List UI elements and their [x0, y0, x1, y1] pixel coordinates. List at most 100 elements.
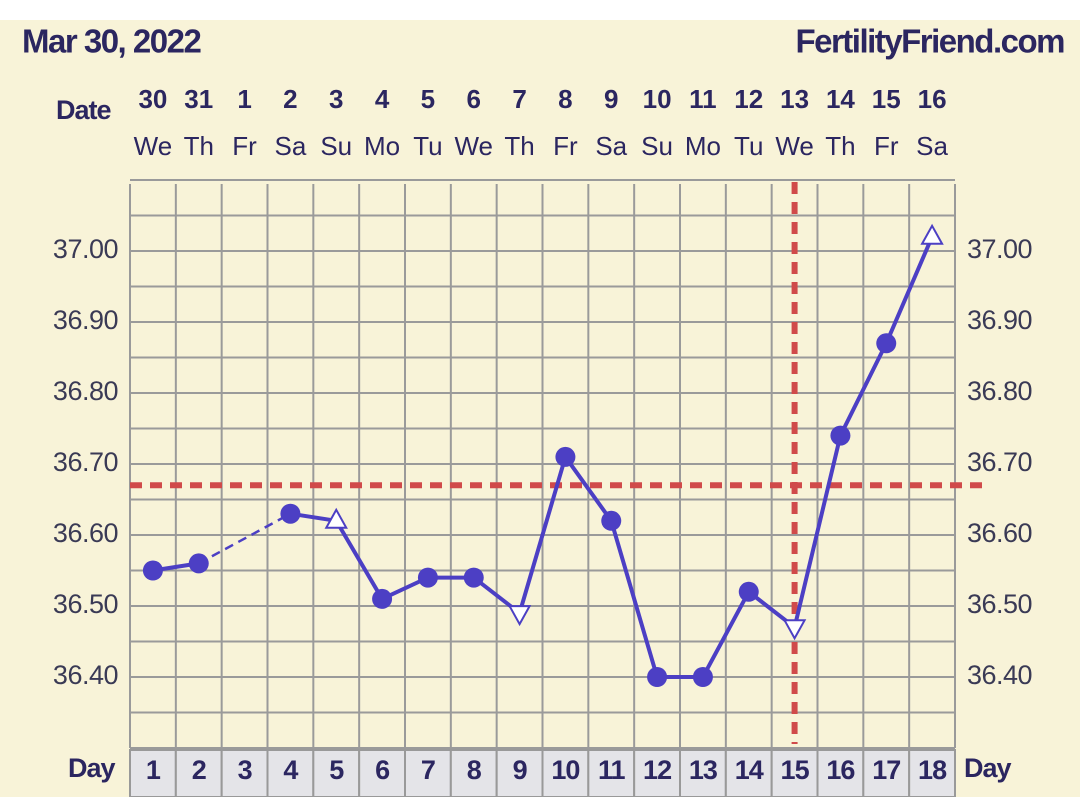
y2-tick-label: 36.50: [967, 589, 1032, 619]
y2-tick-label: 37.00: [967, 234, 1032, 264]
point: [692, 667, 713, 687]
day-number: 13: [689, 755, 718, 785]
point-open: [920, 223, 944, 245]
day-cell: [266, 749, 315, 797]
weekday: We: [454, 131, 493, 161]
weekday: Sa: [275, 131, 307, 161]
day-cell: [770, 749, 819, 797]
weekday: Th: [184, 131, 214, 161]
date: 6: [467, 84, 481, 114]
date: 11: [689, 84, 717, 114]
day-number: 7: [421, 755, 435, 785]
date: 14: [826, 84, 855, 114]
day-cell: [679, 749, 727, 797]
date: 8: [558, 84, 572, 114]
day-number: 14: [735, 755, 764, 785]
day-number: 6: [375, 755, 390, 785]
day-cell: [587, 749, 636, 797]
point: [463, 567, 484, 588]
date: 31: [184, 84, 213, 114]
point: [188, 553, 209, 574]
day-number: 12: [643, 755, 671, 785]
y-tick-label: 36.80: [53, 376, 118, 406]
day-cell: [908, 749, 957, 797]
point: [142, 560, 163, 581]
day-number: 5: [329, 755, 344, 785]
day-number: 11: [598, 755, 626, 785]
date: 4: [375, 84, 390, 114]
y2-tick-label: 36.80: [967, 376, 1032, 406]
date: 12: [734, 84, 763, 114]
day-number: 10: [551, 755, 579, 785]
date: 30: [138, 84, 167, 114]
point: [876, 333, 897, 354]
point-open: [782, 619, 807, 641]
site-name: FertilityFriend.com: [795, 23, 1064, 60]
weekday: Th: [825, 131, 855, 161]
y2-tick-label: 36.90: [967, 305, 1032, 335]
day-cell: [862, 749, 911, 797]
point: [738, 581, 759, 602]
y2-tick-label: 36.60: [967, 518, 1032, 548]
date: 16: [918, 84, 947, 114]
point: [372, 588, 393, 609]
day-cell: [220, 749, 269, 797]
background: [0, 20, 1080, 797]
y-tick-label: 36.90: [53, 305, 118, 335]
point: [647, 667, 668, 687]
point: [280, 503, 301, 524]
point: [830, 425, 851, 446]
day-number: 4: [283, 755, 298, 785]
y-tick-label: 36.60: [53, 518, 118, 548]
y-tick-label: 37.00: [53, 234, 118, 264]
day-cell: [816, 749, 865, 797]
weekday: Fr: [232, 131, 257, 161]
point: [555, 446, 576, 467]
day-label-left: Day: [68, 753, 116, 783]
weekday: We: [775, 131, 814, 161]
date: 9: [604, 84, 618, 114]
weekday: Fr: [874, 131, 899, 161]
weekday: Sa: [916, 131, 948, 161]
day-number: 2: [192, 755, 206, 785]
day-number: 1: [146, 755, 161, 785]
weekday: Tu: [413, 131, 442, 161]
chart-title: Mar 30, 2022: [22, 23, 201, 60]
weekday: Su: [320, 131, 352, 161]
weekday: Mo: [685, 131, 721, 161]
day-cell: [724, 749, 773, 797]
day-number: 18: [918, 755, 947, 785]
day-cell: [174, 749, 223, 797]
weekday: Fr: [553, 131, 578, 161]
day-number: 3: [238, 755, 253, 785]
weekday: We: [134, 131, 173, 161]
point-open: [324, 507, 348, 529]
weekday: Mo: [364, 131, 400, 161]
date: 15: [872, 84, 901, 114]
day-cell: [541, 749, 590, 797]
day-cell: [449, 749, 498, 797]
date: 7: [512, 84, 526, 114]
point: [601, 510, 622, 531]
date: 3: [329, 84, 343, 114]
day-cell: [495, 749, 544, 797]
y2-tick-label: 36.70: [967, 447, 1032, 477]
gap-connector: [198, 512, 292, 565]
date: 5: [421, 84, 435, 114]
day-cell: [358, 749, 406, 797]
day-label-right: Day: [964, 753, 1012, 783]
date: 10: [643, 84, 672, 114]
day-number: 9: [513, 755, 528, 785]
y-tick-label: 36.40: [53, 660, 118, 690]
date: 13: [780, 84, 809, 114]
weekday: Su: [641, 131, 673, 161]
day-number: 15: [781, 755, 810, 785]
day-number: 8: [467, 755, 482, 785]
date: 1: [237, 84, 251, 114]
y-tick-label: 36.50: [53, 589, 118, 619]
date: 2: [283, 84, 297, 114]
point: [417, 567, 438, 588]
day-cell: [129, 749, 177, 797]
date-label: Date: [56, 95, 112, 125]
